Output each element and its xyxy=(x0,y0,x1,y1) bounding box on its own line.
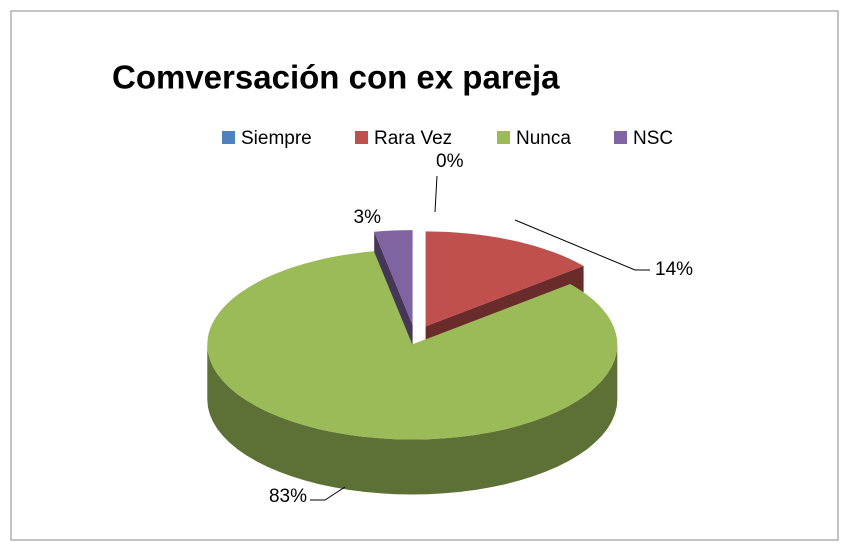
pie-slice xyxy=(207,251,618,440)
legend-swatch xyxy=(614,131,627,144)
legend-label: Siempre xyxy=(241,128,312,149)
pie-slice xyxy=(425,231,584,327)
leader-line xyxy=(310,486,346,501)
data-label: 3% xyxy=(354,207,382,228)
leader-line xyxy=(514,219,650,271)
pie-slice xyxy=(374,230,413,326)
data-label: 83% xyxy=(269,486,307,507)
legend-swatch xyxy=(222,131,235,144)
legend-label: Nunca xyxy=(516,128,571,149)
data-label: 14% xyxy=(655,259,693,280)
data-label: 0% xyxy=(436,151,464,172)
leader-line xyxy=(434,175,438,213)
legend-swatch xyxy=(355,131,368,144)
legend-swatch xyxy=(497,131,510,144)
legend-label: Rara Vez xyxy=(374,128,452,149)
chart-title: Comversación con ex pareja xyxy=(112,59,560,96)
legend-label: NSC xyxy=(633,128,673,149)
slice-side xyxy=(207,344,618,495)
